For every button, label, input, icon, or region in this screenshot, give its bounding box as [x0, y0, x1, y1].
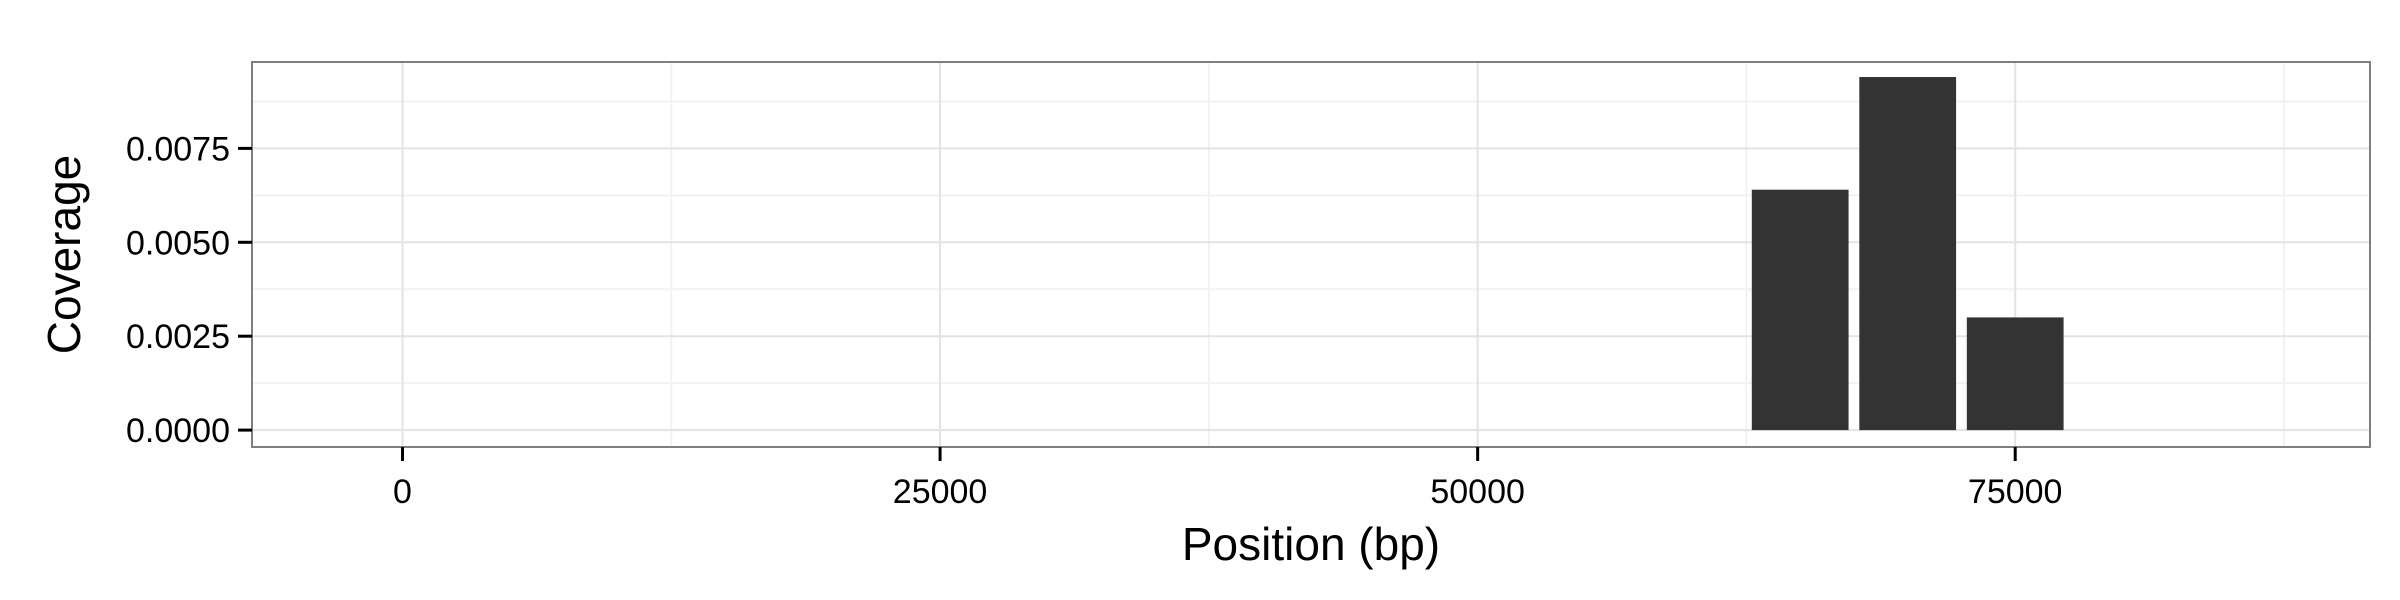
x-tick-label: 0 [393, 473, 412, 511]
y-tick-label: 0.0000 [126, 412, 230, 450]
coverage-bar [1751, 189, 1849, 431]
coverage-bar [1966, 317, 2064, 431]
x-tick-label: 75000 [1968, 473, 2063, 511]
y-tick-label: 0.0075 [126, 130, 230, 168]
x-tick-label: 25000 [893, 473, 988, 511]
x-tick-label: 50000 [1430, 473, 1525, 511]
coverage-bar [1859, 77, 1957, 431]
bar-layer [1751, 77, 2064, 431]
axis-layer: 0 25000 50000 75000 0.0000 0.0025 0.0050 0.0075 [126, 130, 2062, 511]
plot-panel-border [251, 61, 2371, 448]
y-tick-label: 0.0050 [126, 224, 230, 262]
x-axis-title: Position (bp) [1182, 518, 1440, 570]
y-tick-label: 0.0025 [126, 318, 230, 356]
y-axis-title: Coverage [38, 155, 90, 354]
